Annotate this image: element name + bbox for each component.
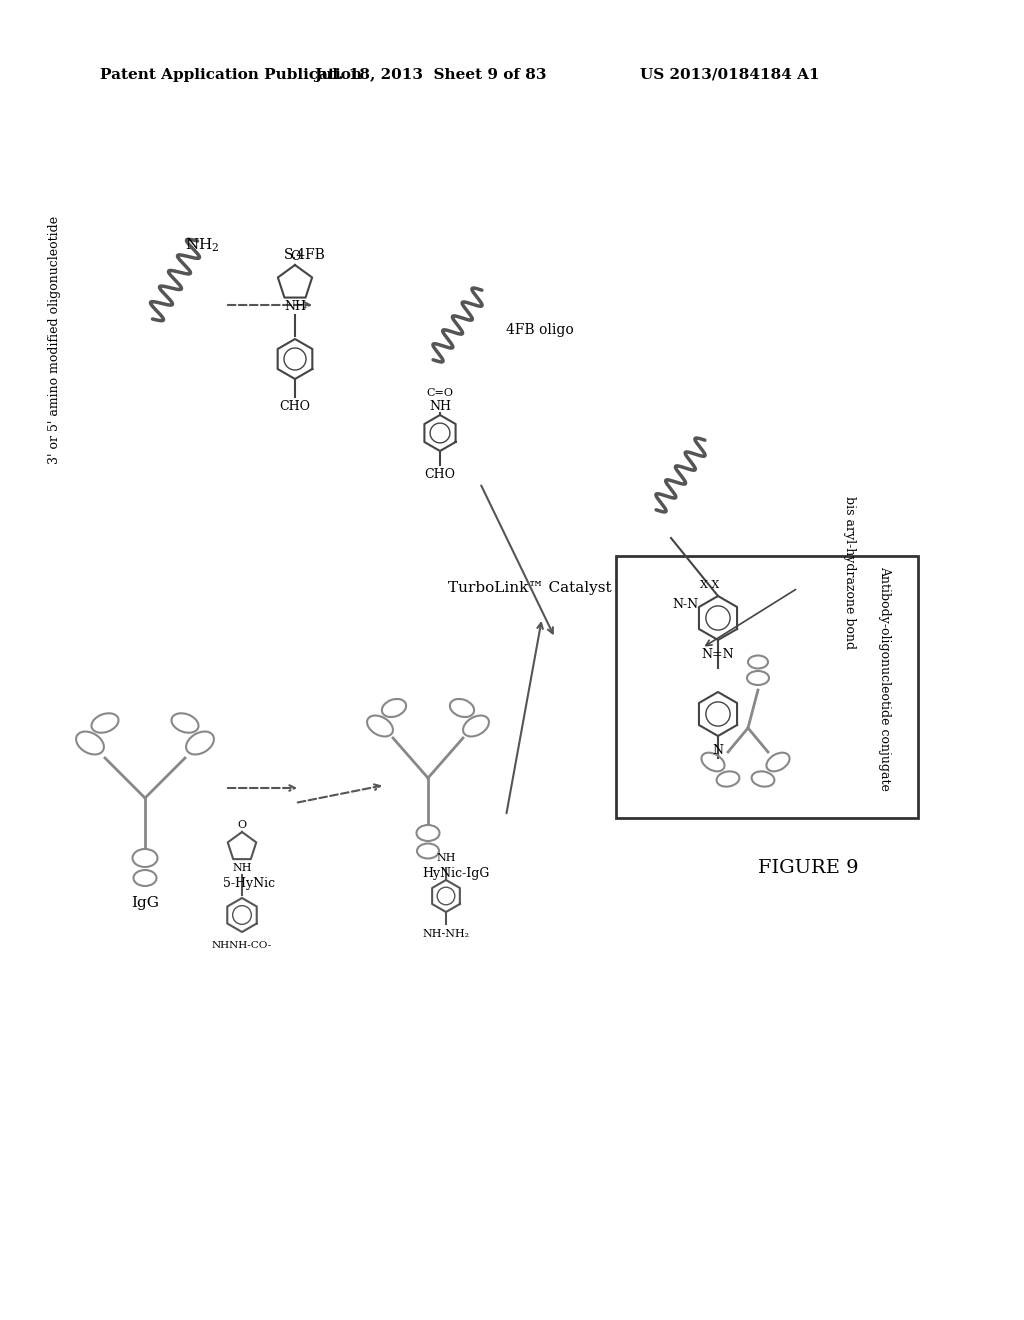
Text: $\mathregular{NH_2}$: $\mathregular{NH_2}$: [185, 236, 219, 253]
Text: X X: X X: [700, 579, 720, 590]
Text: NH-NH₂: NH-NH₂: [423, 929, 470, 939]
Text: 3' or 5' amino modified oligonucleotide: 3' or 5' amino modified oligonucleotide: [48, 216, 61, 465]
Text: Patent Application Publication: Patent Application Publication: [100, 69, 362, 82]
Text: CHO: CHO: [425, 469, 456, 482]
Text: CHO: CHO: [280, 400, 310, 413]
Text: HyNic-IgG: HyNic-IgG: [422, 867, 489, 880]
Text: O: O: [238, 820, 247, 830]
Text: NH: NH: [436, 853, 456, 863]
Text: N-N: N-N: [672, 598, 698, 610]
Text: IgG: IgG: [131, 896, 159, 909]
Text: bis aryl-hydrazone bond: bis aryl-hydrazone bond: [843, 496, 856, 649]
Text: NHNH-CO-: NHNH-CO-: [212, 941, 272, 950]
Text: 4FB oligo: 4FB oligo: [506, 323, 573, 337]
Text: S.4FB: S.4FB: [284, 248, 326, 261]
Text: Antibody-oligonucleotide conjugate: Antibody-oligonucleotide conjugate: [878, 565, 891, 791]
Text: NH: NH: [429, 400, 451, 413]
Text: C=O: C=O: [427, 388, 454, 399]
Text: N=N: N=N: [701, 648, 734, 660]
Text: N: N: [713, 743, 724, 756]
FancyBboxPatch shape: [616, 556, 918, 818]
Text: O: O: [290, 251, 300, 264]
Text: Jul. 18, 2013  Sheet 9 of 83: Jul. 18, 2013 Sheet 9 of 83: [313, 69, 546, 82]
Text: TurboLink™ Catalyst: TurboLink™ Catalyst: [449, 581, 611, 595]
Text: NH: NH: [284, 301, 306, 314]
Text: FIGURE 9: FIGURE 9: [758, 859, 858, 876]
Text: US 2013/0184184 A1: US 2013/0184184 A1: [640, 69, 820, 82]
Text: NH: NH: [232, 863, 252, 873]
Text: 5-HyNic: 5-HyNic: [223, 876, 275, 890]
